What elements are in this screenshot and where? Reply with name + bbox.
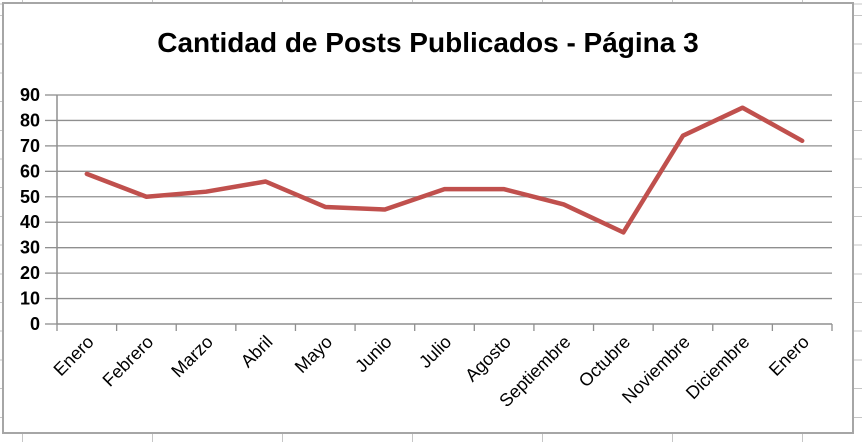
chart-panel[interactable] [2, 2, 854, 434]
chart-title: Cantidad de Posts Publicados - Página 3 [157, 27, 699, 58]
